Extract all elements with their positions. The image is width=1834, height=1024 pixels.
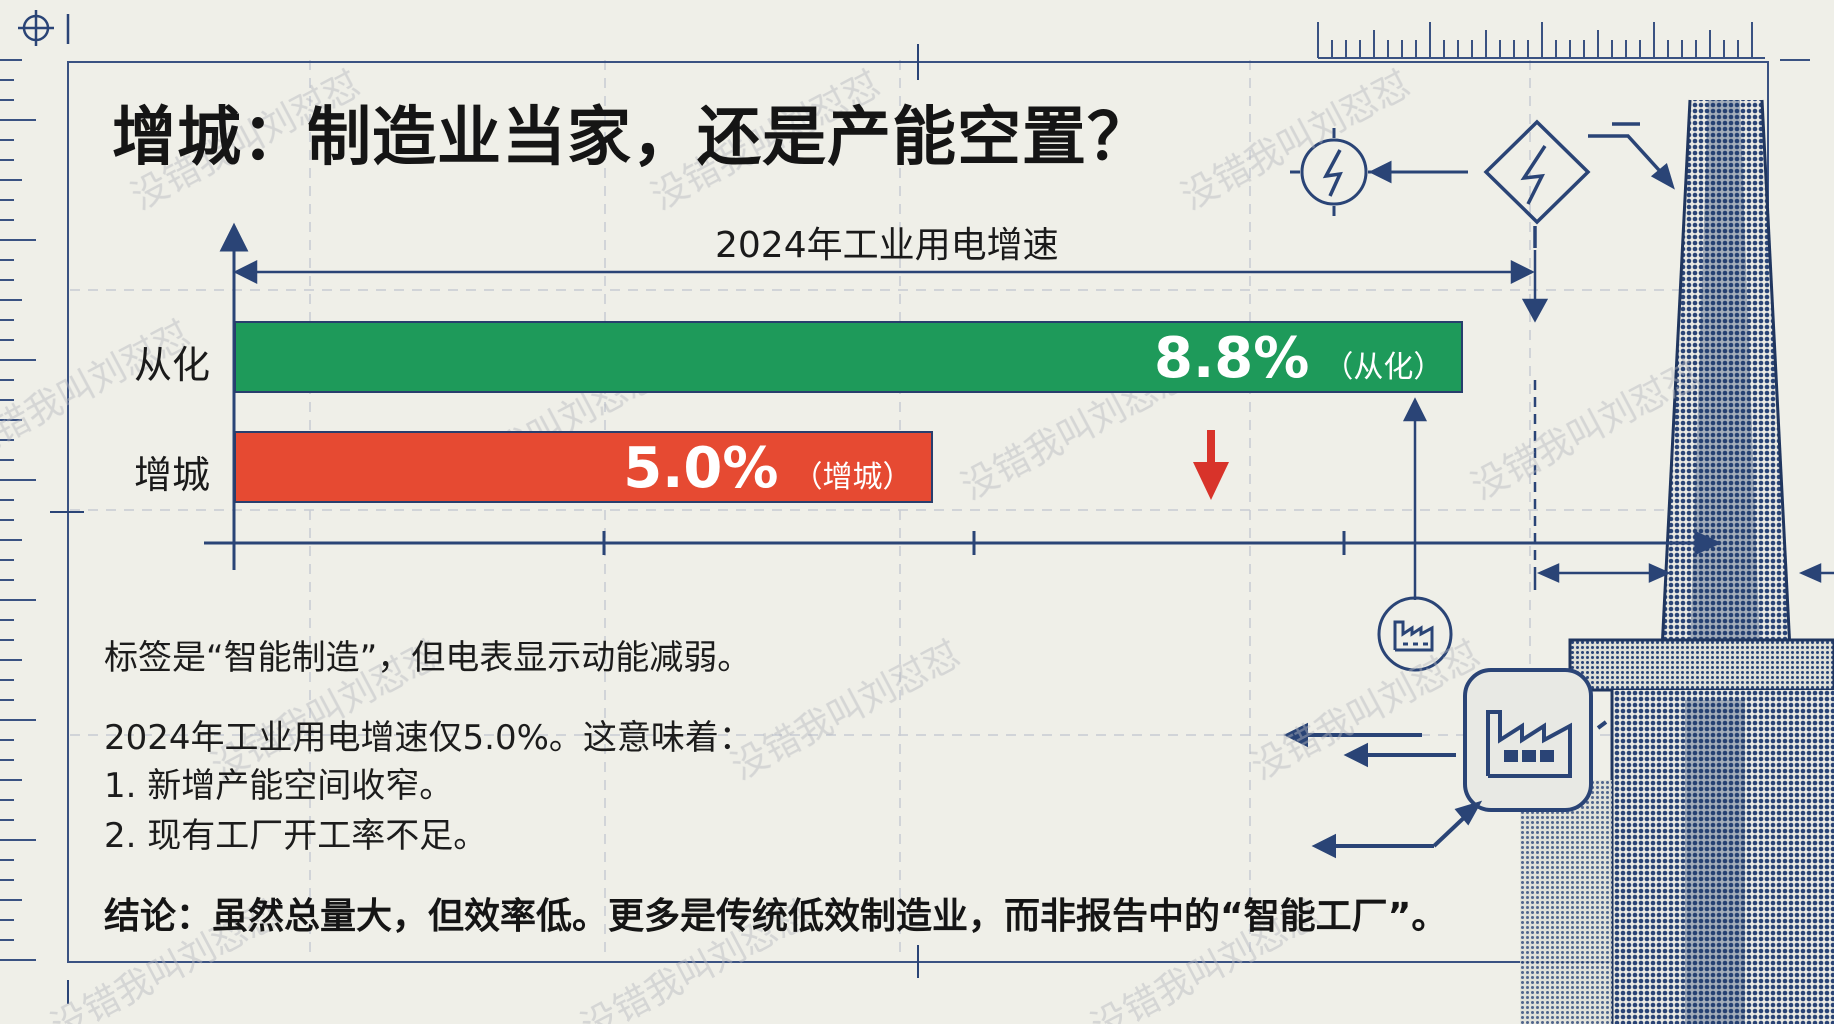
bar-value-conghua: 8.8% (1154, 326, 1310, 391)
body-line-4: 2. 现有工厂开工率不足。 (104, 816, 488, 856)
bar-value-zengcheng: 5.0% (623, 436, 779, 501)
bar-value-label-conghua: 8.8% （从化） (1154, 326, 1443, 391)
bar-zengcheng (234, 431, 933, 503)
y-axis-arrow (219, 222, 249, 252)
conclusion-text: 结论：虽然总量大，但效率低。更多是传统低效制造业，而非报告中的“智能工厂”。 (104, 896, 1448, 937)
bar-conghua (234, 321, 1464, 393)
chart-title: 2024年工业用电增速 (715, 225, 1059, 266)
body-line-1: 标签是“智能制造”，但电表显示动能减弱。 (104, 638, 752, 678)
body-line-2: 2024年工业用电增速仅5.0%。这意味着： (104, 718, 753, 758)
smokestack-illustration (1520, 99, 1834, 1024)
category-label-conghua: 从化 (134, 343, 211, 387)
factory-circle-icon (1377, 596, 1453, 672)
watermark-text: 没错我叫刘怼怼 (1175, 63, 1417, 218)
bar-value-label-zengcheng: 5.0% （增城） (623, 436, 912, 501)
decline-arrow-icon (1193, 430, 1229, 500)
crosshair-icon (18, 10, 70, 46)
page-title: 增城：制造业当家，还是产能空置？ (112, 101, 1152, 175)
bar-tag-conghua: （从化） (1323, 350, 1444, 385)
category-label-zengcheng: 增城 (134, 453, 211, 497)
bar-tag-zengcheng: （增城） (792, 460, 913, 495)
x-axis-arrow (1694, 530, 1722, 556)
factory-rounded-icon (1283, 668, 1608, 859)
lightning-circle-icon (1290, 128, 1468, 216)
body-line-3: 1. 新增产能空间收窄。 (104, 766, 454, 806)
lightning-diamond-icon (1483, 119, 1675, 248)
chart-axes (204, 222, 1722, 570)
watermark-text: 没错我叫刘怼怼 (725, 633, 967, 788)
